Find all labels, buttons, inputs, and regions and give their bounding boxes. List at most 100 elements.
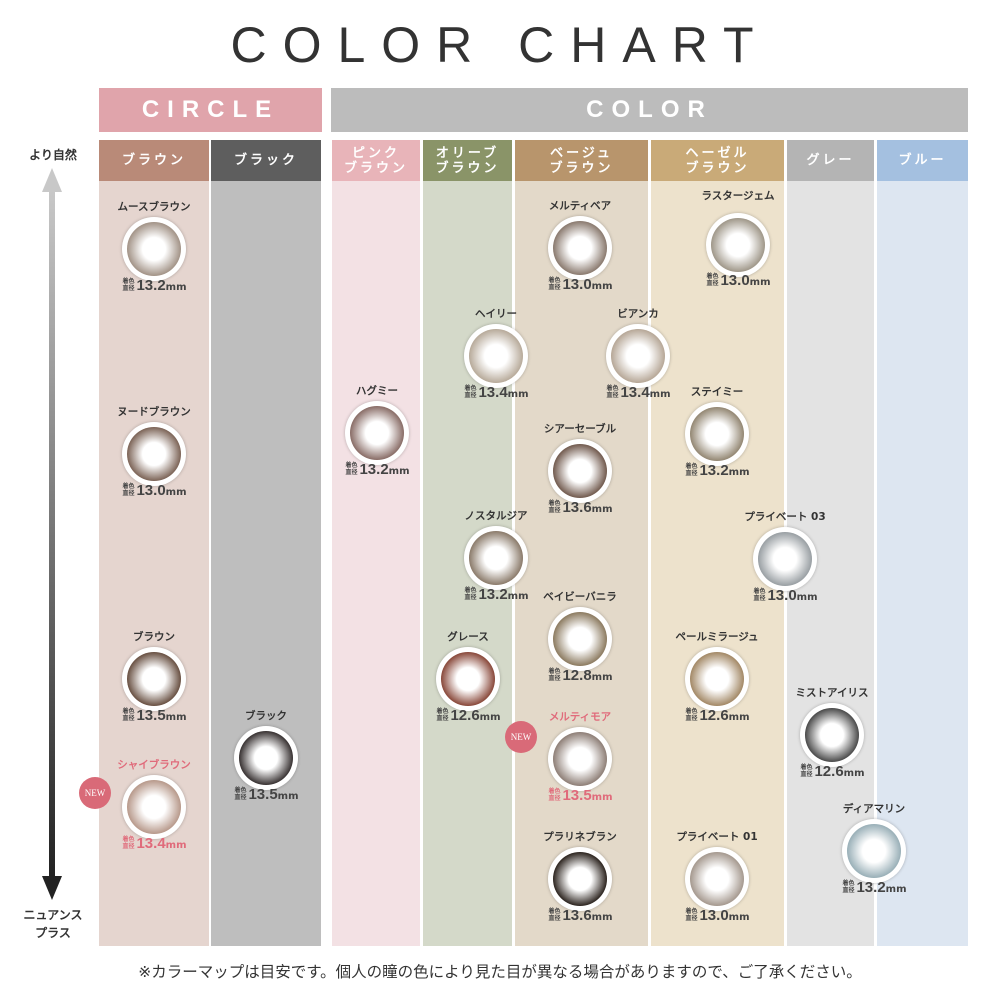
lens-size: 着色直径 13.5 mm — [201, 786, 331, 803]
size-value: 13.0 — [767, 587, 797, 604]
size-unit: mm — [843, 768, 865, 779]
size-unit: mm — [165, 840, 187, 851]
size-unit: mm — [591, 504, 613, 515]
size-label: 着色直径 — [345, 462, 358, 476]
lens-size: 着色直径 13.0 mm — [515, 276, 645, 293]
size-label: 着色直径 — [234, 787, 247, 801]
size-unit: mm — [728, 712, 750, 723]
lens-image — [234, 726, 298, 790]
lens-name: シアーセーブル — [543, 423, 617, 435]
size-label: 着色直径 — [606, 385, 619, 399]
lens-name: ステイミー — [690, 386, 744, 398]
size-value: 13.0 — [136, 482, 166, 499]
size-unit: mm — [591, 792, 613, 803]
lens-size: 着色直径 12.8 mm — [515, 667, 645, 684]
size-unit: mm — [591, 912, 613, 923]
footer-note: ※カラーマップは目安です。個人の瞳の色により見た目が異なる場合がありますので、ご… — [138, 963, 862, 981]
lens-image — [464, 526, 528, 590]
size-label: 着色直径 — [464, 587, 477, 601]
lens-name: シャイブラウン — [117, 759, 191, 771]
size-value: 13.4 — [478, 384, 508, 401]
size-value: 13.5 — [248, 786, 278, 803]
size-value: 13.2 — [136, 277, 166, 294]
lens-name: プライベート 03 — [744, 511, 826, 523]
lens-size: 着色直径 13.0 mm — [720, 587, 850, 604]
lens-image — [548, 727, 612, 791]
lens-name: ミストアイリス — [795, 687, 869, 699]
lens-size: 着色直径 13.6 mm — [515, 499, 645, 516]
column-header: ピンク ブラウン — [332, 140, 420, 181]
column-body — [332, 181, 420, 946]
lens-image — [548, 439, 612, 503]
lens-size: 着色直径 12.6 mm — [403, 707, 533, 724]
lens-name: ノスタルジア — [464, 510, 528, 522]
lens-name: ペールミラージュ — [675, 631, 759, 643]
size-unit: mm — [728, 912, 750, 923]
lens-size: 着色直径 13.2 mm — [312, 461, 442, 478]
group-header-color: COLOR — [331, 88, 968, 132]
size-label: 着色直径 — [122, 483, 135, 497]
lens-image — [122, 647, 186, 711]
size-label: 着色直径 — [122, 708, 135, 722]
size-unit: mm — [165, 282, 187, 293]
column-header: ベージュ ブラウン — [515, 140, 648, 181]
size-label: 着色直径 — [800, 764, 813, 778]
size-unit: mm — [885, 884, 907, 895]
lens-image — [685, 402, 749, 466]
lens-name: ムースブラウン — [117, 201, 191, 213]
lens-image — [548, 607, 612, 671]
size-label: 着色直径 — [706, 273, 719, 287]
size-unit: mm — [165, 712, 187, 723]
size-value: 13.4 — [136, 835, 166, 852]
lens-size: 着色直径 13.5 mm — [515, 787, 645, 804]
size-value: 13.2 — [699, 462, 729, 479]
size-unit: mm — [507, 389, 529, 400]
lens-size: 着色直径 13.4 mm — [89, 835, 219, 852]
column-body — [515, 181, 648, 946]
size-unit: mm — [388, 466, 410, 477]
size-label: 着色直径 — [436, 708, 449, 722]
lens-image — [436, 647, 500, 711]
new-badge: NEW — [505, 721, 537, 753]
size-value: 13.2 — [856, 879, 886, 896]
lens-name: ラスタージェム — [701, 190, 775, 202]
lens-image — [685, 647, 749, 711]
size-unit: mm — [591, 281, 613, 292]
lens-size: 着色直径 13.0 mm — [652, 907, 782, 924]
size-unit: mm — [479, 712, 501, 723]
size-value: 12.6 — [699, 707, 729, 724]
size-label: 着色直径 — [753, 588, 766, 602]
lens-image — [685, 847, 749, 911]
lens-size: 着色直径 13.2 mm — [652, 462, 782, 479]
size-label: 着色直径 — [842, 880, 855, 894]
column-header: ブラウン — [99, 140, 209, 181]
size-value: 13.5 — [562, 787, 592, 804]
lens-name: メルティベア — [548, 200, 612, 212]
lens-name: ベイビーバニラ — [543, 591, 617, 603]
size-value: 13.6 — [562, 499, 592, 516]
size-label: 着色直径 — [548, 788, 561, 802]
size-label: 着色直径 — [685, 908, 698, 922]
lens-image — [753, 527, 817, 591]
size-label: 着色直径 — [685, 463, 698, 477]
size-label: 着色直径 — [122, 278, 135, 292]
size-unit: mm — [728, 467, 750, 478]
axis-label-bottom: ニュアンス プラス — [23, 908, 83, 940]
group-header-circle: CIRCLE — [99, 88, 322, 132]
size-unit: mm — [749, 277, 771, 288]
size-value: 13.0 — [720, 272, 750, 289]
column-header: ヘーゼル ブラウン — [651, 140, 784, 181]
size-label: 着色直径 — [464, 385, 477, 399]
lens-size: 着色直径 13.0 mm — [673, 272, 803, 289]
page-title: COLOR CHART — [230, 17, 770, 73]
lens-name: ディアマリン — [842, 803, 906, 815]
lens-size: 着色直径 13.4 mm — [431, 384, 561, 401]
size-unit: mm — [796, 592, 818, 603]
size-label: 着色直径 — [548, 908, 561, 922]
lens-size: 着色直径 13.2 mm — [89, 277, 219, 294]
lens-name: ヘイリー — [475, 308, 517, 320]
size-unit: mm — [507, 591, 529, 602]
size-value: 13.5 — [136, 707, 166, 724]
lens-name: プラリネブラン — [543, 831, 617, 843]
lens-image — [122, 217, 186, 281]
